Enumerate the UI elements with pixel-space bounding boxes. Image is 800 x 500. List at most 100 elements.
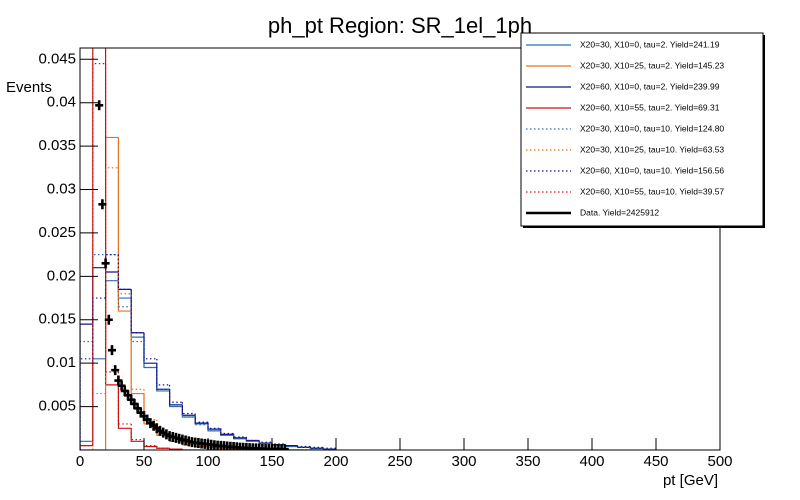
x-tick-label: 150 (259, 453, 284, 470)
histogram-step (245, 436, 260, 442)
y-tick-label: 0.005 (38, 398, 76, 415)
histogram-step (117, 137, 132, 312)
histogram-step (169, 390, 183, 408)
histogram-step (105, 267, 119, 273)
x-tick-label: 350 (515, 453, 540, 470)
histogram-step (143, 439, 157, 447)
data-point (114, 375, 123, 386)
histogram-step (297, 445, 311, 448)
histogram-step (194, 417, 208, 426)
y-tick-label: 0.045 (38, 50, 76, 67)
histogram-step (130, 428, 144, 442)
legend-label: X20=60, X10=0, tau=10. Yield=156.56 (580, 165, 724, 175)
y-tick-label: 0.025 (38, 224, 76, 241)
legend-label: X20=60, X10=55, tau=10. Yield=39.57 (580, 186, 724, 196)
histogram-step (80, 440, 93, 450)
histogram-step (194, 415, 208, 424)
histogram-step (322, 447, 336, 449)
histogram-step (156, 367, 170, 392)
x-tick-label: 200 (323, 453, 348, 470)
histogram-step (233, 433, 247, 438)
histogram-step (169, 389, 183, 408)
histogram-step (92, 297, 106, 359)
histogram-step (130, 289, 144, 334)
histogram-step (207, 422, 221, 429)
histogram-step (105, 254, 119, 299)
histogram-step (322, 448, 336, 450)
legend-label: X20=60, X10=55, tau=2. Yield=69.31 (580, 102, 720, 112)
legend-label: X20=30, X10=25, tau=2. Yield=145.23 (580, 60, 724, 70)
histogram-step (169, 384, 183, 403)
histogram-step (117, 254, 132, 308)
histogram-step (92, 392, 106, 450)
histogram-step (105, 136, 119, 450)
y-tick-label: 0.04 (47, 94, 76, 111)
histogram-step (80, 323, 93, 450)
histogram-step (117, 384, 132, 429)
histogram-step (156, 367, 170, 390)
x-tick-label: 250 (387, 453, 412, 470)
y-tick-label: 0.03 (47, 180, 76, 197)
histogram-step (130, 298, 144, 338)
histogram-step (80, 340, 93, 450)
histogram-step (117, 272, 132, 290)
data-point (108, 345, 116, 356)
y-tick-label: 0.035 (38, 137, 76, 154)
histogram-step (271, 442, 285, 445)
histogram-step (309, 446, 324, 448)
histogram-step (92, 358, 106, 442)
histogram-step (309, 447, 324, 449)
histogram-step (143, 332, 157, 360)
x-tick-label: 0 (76, 453, 84, 470)
x-tick-label: 50 (136, 453, 153, 470)
legend-label: X20=30, X10=25, tau=10. Yield=63.53 (580, 144, 724, 154)
legend-label: X20=30, X10=0, tau=10. Yield=124.80 (580, 123, 724, 133)
histogram-step (117, 371, 132, 425)
histogram-step (105, 48, 119, 386)
x-tick-label: 500 (707, 453, 732, 470)
histogram-step (207, 423, 221, 432)
histogram-step (220, 428, 234, 435)
x-tick-label: 100 (195, 453, 220, 470)
y-tick-label: 0.02 (47, 267, 76, 284)
legend-label: X20=30, X10=0, tau=2. Yield=241.19 (580, 39, 720, 49)
data-point (101, 258, 110, 269)
y-tick-label: 0.01 (47, 354, 76, 371)
data-point (280, 444, 289, 450)
histogram-step (92, 48, 94, 446)
data-point (98, 199, 107, 210)
data-point (95, 100, 104, 111)
chart-title: ph_pt Region: SR_1el_1ph (268, 13, 532, 38)
x-tick-label: 400 (579, 453, 604, 470)
x-axis-label: pt [GeV] (663, 472, 718, 489)
y-tick-label: 0.015 (38, 311, 76, 328)
histogram-step (130, 289, 144, 334)
histogram-step (169, 448, 183, 450)
histogram-step (181, 449, 196, 450)
x-tick-label: 450 (643, 453, 668, 470)
histogram-step (130, 293, 144, 390)
legend-label: Data. Yield=2425912 (580, 207, 659, 217)
histogram-step (80, 445, 93, 450)
histogram-step (245, 438, 260, 442)
legend (520, 32, 764, 227)
histogram-step (233, 435, 247, 440)
histogram-step (181, 402, 196, 415)
data-point (111, 365, 120, 376)
plot-area (80, 48, 336, 450)
histogram-step (80, 445, 93, 450)
histogram-step (130, 306, 144, 343)
histogram-step (194, 413, 208, 423)
histogram-step (130, 311, 144, 395)
x-tick-label: 300 (451, 453, 476, 470)
histogram-step (156, 445, 170, 449)
histogram-step (117, 167, 132, 295)
histogram-step (117, 254, 132, 290)
histogram-step (258, 440, 272, 443)
data-point (117, 380, 126, 391)
histogram-step (156, 358, 170, 386)
histogram-step (169, 448, 183, 450)
histogram-step (105, 63, 119, 373)
histogram-step (297, 445, 311, 448)
